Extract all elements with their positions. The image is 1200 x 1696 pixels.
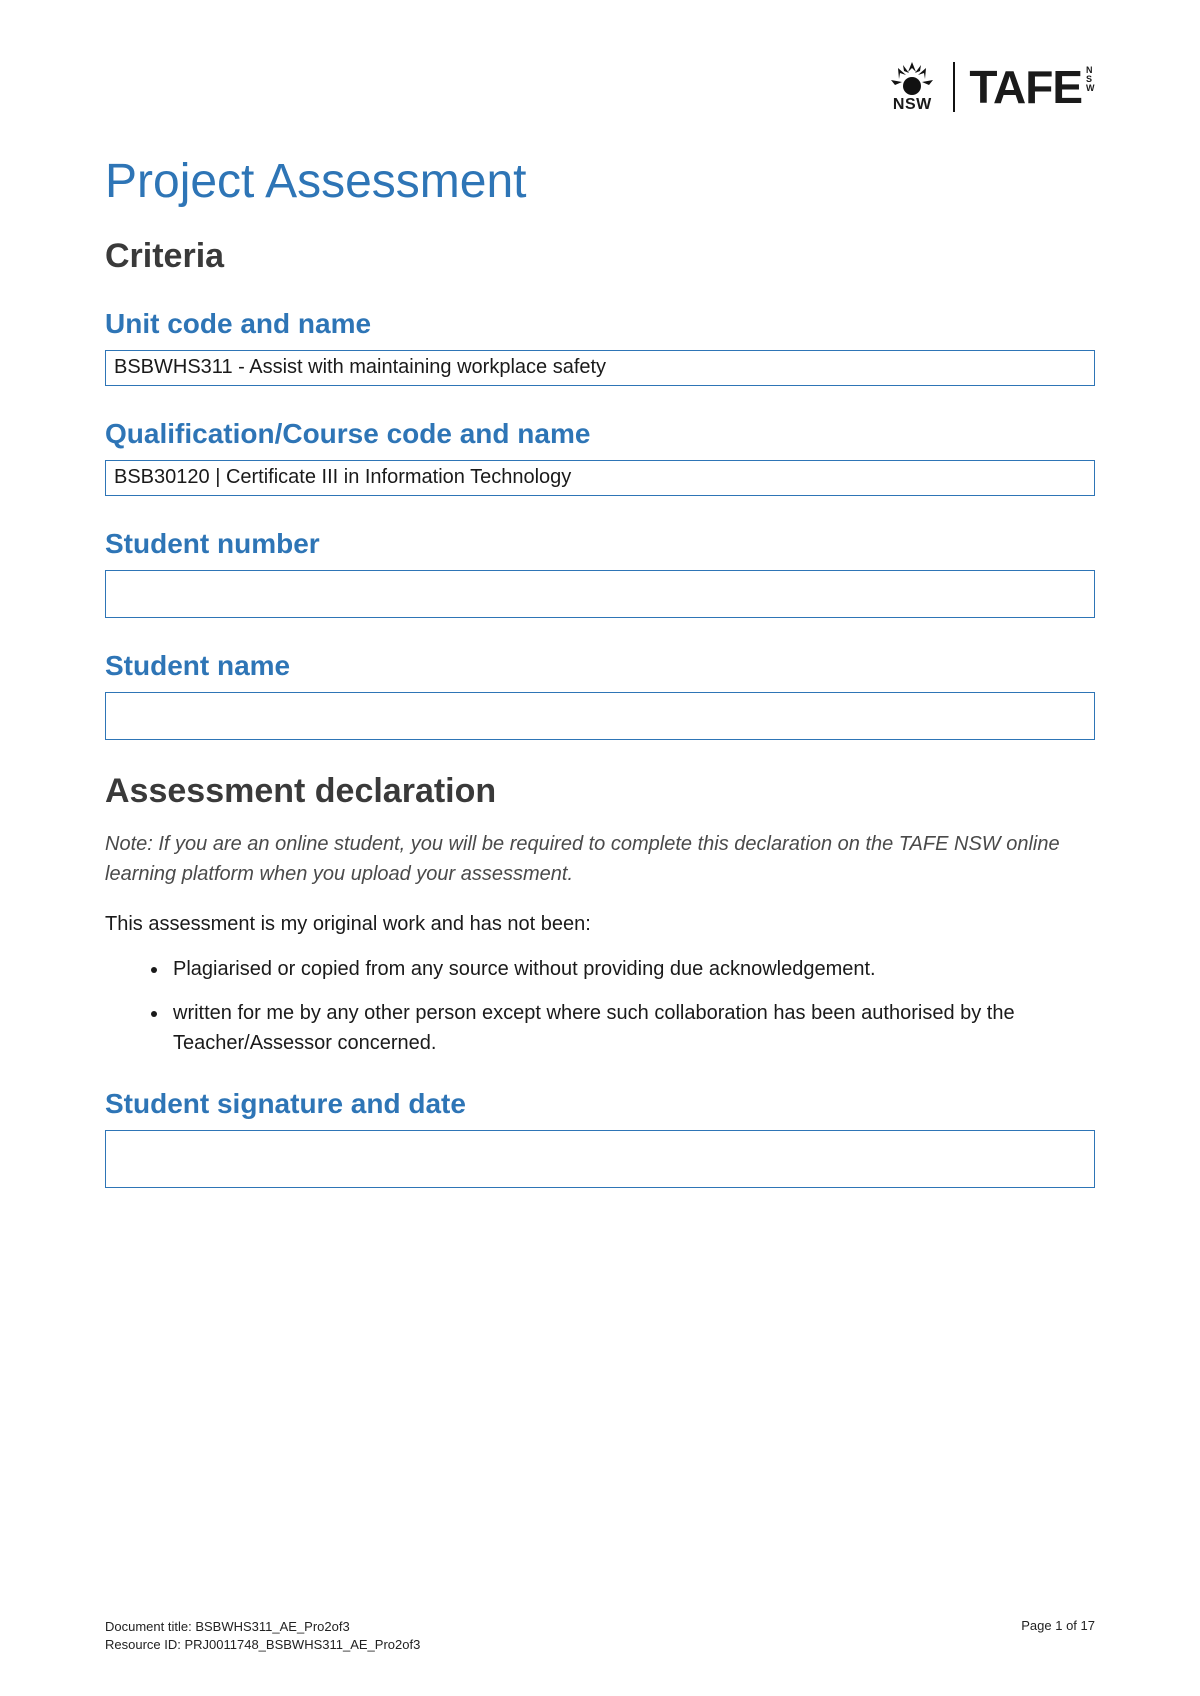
declaration-bullets: Plagiarised or copied from any source wi… <box>105 954 1095 1058</box>
criteria-heading: Criteria <box>105 237 1095 276</box>
student-number-heading: Student number <box>105 528 1095 560</box>
page-footer: Document title: BSBWHS311_AE_Pro2of3 Res… <box>105 1618 1095 1654</box>
footer-resource-id: Resource ID: PRJ0011748_BSBWHS311_AE_Pro… <box>105 1636 420 1654</box>
qualification-heading: Qualification/Course code and name <box>105 418 1095 450</box>
page-title: Project Assessment <box>105 154 1095 209</box>
tafe-logo-text: TAFE <box>969 60 1082 114</box>
unit-heading: Unit code and name <box>105 308 1095 340</box>
footer-left: Document title: BSBWHS311_AE_Pro2of3 Res… <box>105 1618 420 1654</box>
assessment-declaration-heading: Assessment declaration <box>105 772 1095 811</box>
qualification-value: BSB30120 | Certificate III in Informatio… <box>114 466 571 488</box>
declaration-lead: This assessment is my original work and … <box>105 913 1095 936</box>
nsw-logo: NSW <box>885 60 939 114</box>
waratah-icon <box>885 60 939 98</box>
unit-value: BSBWHS311 - Assist with maintaining work… <box>114 356 606 378</box>
logo-row: NSW TAFE N S W <box>105 60 1095 114</box>
tafe-nsw-suffix: N S W <box>1086 66 1095 93</box>
signature-field[interactable] <box>105 1130 1095 1188</box>
signature-heading: Student signature and date <box>105 1088 1095 1120</box>
student-name-heading: Student name <box>105 650 1095 682</box>
list-item: written for me by any other person excep… <box>169 998 1095 1058</box>
page: NSW TAFE N S W Project Assessment Criter… <box>0 0 1200 1696</box>
unit-value-box: BSBWHS311 - Assist with maintaining work… <box>105 350 1095 386</box>
footer-doc-title: Document title: BSBWHS311_AE_Pro2of3 <box>105 1618 420 1636</box>
logo-divider <box>953 62 955 112</box>
student-name-field[interactable] <box>105 692 1095 740</box>
qualification-value-box: BSB30120 | Certificate III in Informatio… <box>105 460 1095 496</box>
tafe-logo: TAFE N S W <box>969 60 1095 114</box>
footer-page-number: Page 1 of 17 <box>1021 1618 1095 1654</box>
student-number-field[interactable] <box>105 570 1095 618</box>
nsw-logo-text: NSW <box>893 96 932 114</box>
list-item: Plagiarised or copied from any source wi… <box>169 954 1095 984</box>
declaration-note: Note: If you are an online student, you … <box>105 829 1095 889</box>
